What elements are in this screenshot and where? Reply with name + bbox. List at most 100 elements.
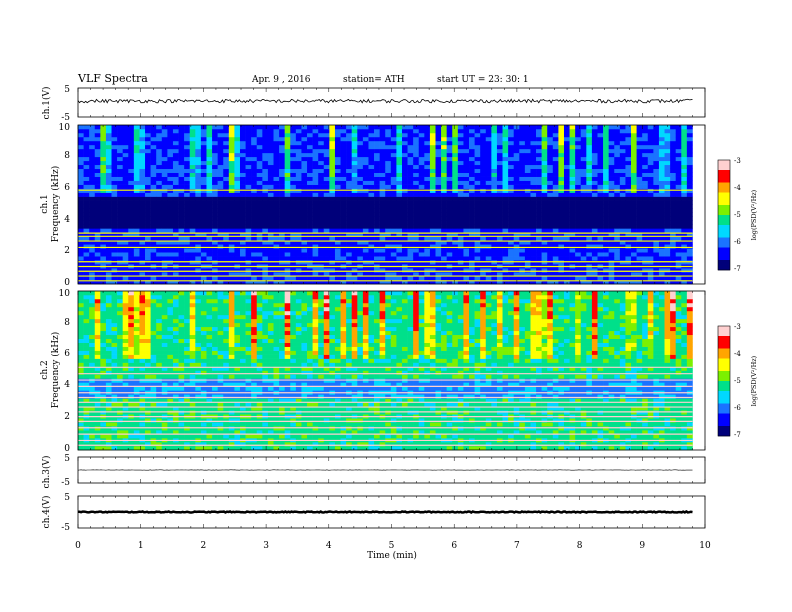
spectrogram-cell (647, 184, 654, 189)
spectrogram-cell (513, 240, 520, 245)
spectrogram-cell (519, 196, 526, 201)
spectrogram-cell (117, 168, 123, 173)
spectrogram-cell (502, 228, 509, 233)
spectrogram-cell (94, 220, 101, 225)
spectrogram-cell (452, 164, 459, 170)
spectrogram-cell (670, 136, 677, 142)
spectrogram-cell (100, 434, 107, 439)
spectrogram-cell (675, 184, 682, 189)
spectrogram-cell (653, 152, 660, 158)
spectrogram-cell (212, 176, 218, 181)
spectrogram-cell (368, 172, 375, 177)
spectrogram-cell (94, 180, 101, 185)
spectrogram-cell (128, 294, 135, 300)
spectrogram-cell (647, 252, 654, 257)
spectrogram-cell (234, 168, 241, 173)
spectrogram-cell (558, 125, 565, 130)
spectrogram-cell (552, 168, 559, 173)
spectrogram-cell (172, 168, 179, 173)
spectrogram-cell (586, 228, 593, 233)
spectrogram-cell (139, 326, 146, 332)
spectrogram-cell (94, 394, 101, 399)
spectrogram-cell (94, 291, 101, 296)
spectrogram-cell (435, 152, 442, 158)
spectrogram-cell (217, 272, 224, 277)
spectrogram-cell (547, 256, 554, 261)
spectrogram-cell (686, 180, 693, 185)
spectrogram-cell (251, 232, 258, 237)
spectrogram-cell (139, 160, 146, 166)
spectrogram-cell (105, 164, 112, 170)
spectrogram-cell (496, 132, 503, 138)
spectrogram-cell (206, 172, 213, 177)
spectrogram-cell (273, 228, 280, 233)
spectrogram-cell (284, 148, 291, 154)
spectrogram-cell (122, 386, 129, 391)
spectrogram-cell (78, 338, 84, 343)
spectrogram-cell (212, 152, 218, 158)
spectrogram-cell (452, 220, 459, 225)
spectrogram-cell (100, 176, 107, 181)
spectrogram-cell (357, 180, 364, 185)
spectrogram-cell (117, 350, 123, 355)
spectrogram-cell (390, 196, 397, 201)
spectrogram-cell (256, 152, 263, 158)
spectrogram-cell (262, 168, 269, 173)
spectrogram-cell (608, 224, 615, 229)
spectrogram-cell (429, 156, 436, 162)
spectrogram-cell (485, 160, 492, 166)
spectrogram-cell (614, 128, 621, 134)
spectrogram-cell (290, 268, 297, 273)
colorbar-segment (718, 247, 730, 251)
spectrogram-cell (206, 152, 213, 158)
spectrogram-cell (334, 236, 341, 241)
spectrogram-cell (267, 176, 274, 181)
spectrogram-cell (524, 232, 531, 237)
spectrogram-cell (128, 125, 135, 130)
spectrogram-cell (401, 224, 408, 229)
spectrogram-cell (346, 136, 353, 142)
spectrogram-cell (156, 216, 163, 221)
spectrogram-cell (385, 180, 392, 185)
spectrogram-cell (653, 280, 660, 285)
spectrogram-cell (83, 164, 90, 170)
spectrogram-cell (156, 228, 163, 233)
spectrogram-cell (83, 236, 90, 241)
spectrogram-cell (251, 148, 258, 154)
spectrogram-cell (251, 216, 258, 221)
spectrogram-cell (329, 125, 336, 130)
spectrogram-cell (357, 232, 364, 237)
spectrogram-cell (228, 144, 235, 150)
spectrogram-cell (111, 302, 118, 308)
spectrogram-cell (636, 148, 643, 154)
spectrogram-cell (385, 244, 392, 249)
spectrogram-cell (591, 212, 598, 217)
spectrogram-cell (251, 272, 258, 277)
spectrogram-cell (228, 248, 235, 253)
spectrogram-cell (418, 276, 425, 281)
spectrogram-cell (329, 132, 336, 138)
spectrogram-cell (513, 176, 520, 181)
spectrogram-cell (418, 125, 425, 130)
spectrogram-cell (351, 148, 358, 154)
spectrogram-cell (312, 172, 319, 177)
spectrogram-cell (206, 125, 213, 130)
spectrogram-cell (519, 128, 526, 134)
spectrogram-cell (273, 196, 280, 201)
spectrogram-cell (524, 156, 531, 162)
spectrogram-cell (591, 256, 598, 261)
spectrogram-cell (675, 248, 682, 253)
spectrogram-cell (117, 256, 123, 261)
colorbar-segment (718, 200, 730, 203)
spectrogram-cell (251, 164, 258, 170)
spectrogram-cell (379, 228, 386, 233)
spectrogram-cell (133, 164, 140, 170)
spectrogram-cell (647, 244, 654, 249)
spectrogram-cell (485, 132, 492, 138)
spectrogram-cell (212, 200, 218, 205)
spectrogram-cell (480, 216, 487, 221)
spectrogram-cell (83, 244, 90, 249)
spectrogram-cell (122, 326, 129, 332)
spectrogram-cell (619, 128, 626, 134)
spectrogram-cell (262, 276, 269, 281)
